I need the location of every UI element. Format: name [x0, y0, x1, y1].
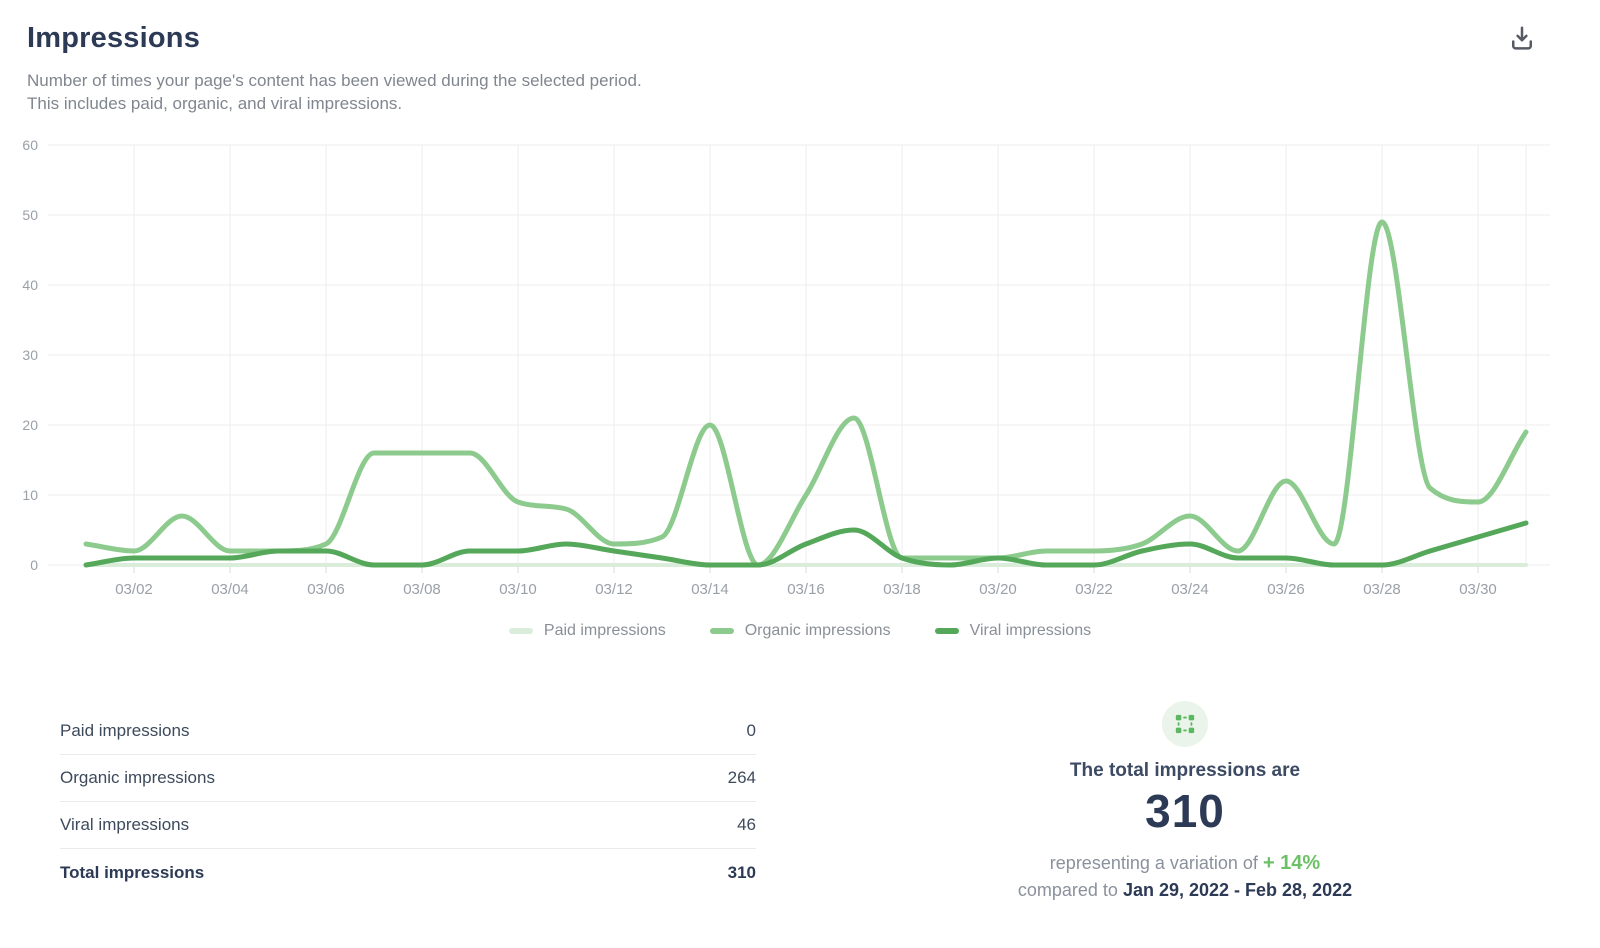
table-row-total: Total impressions 310: [60, 849, 756, 896]
legend-label: Paid impressions: [543, 622, 666, 639]
x-axis-tick-label: 03/28: [1363, 581, 1401, 598]
download-icon: [1512, 26, 1532, 50]
total-impressions-card: The total impressions are 310 representi…: [970, 701, 1400, 901]
download-button[interactable]: [1502, 20, 1542, 60]
row-label: Total impressions: [60, 862, 205, 882]
row-label: Organic impressions: [60, 768, 215, 787]
y-axis-tick-label: 30: [22, 347, 38, 363]
x-axis-tick-label: 03/10: [499, 581, 537, 598]
legend-item-organic[interactable]: Organic impressions: [709, 622, 891, 640]
x-axis-tick-label: 03/18: [883, 581, 921, 598]
variation-line: representing a variation of + 14%: [970, 852, 1400, 875]
row-value: 46: [737, 815, 756, 834]
viral-swatch-icon: [934, 628, 959, 634]
description-line-2: This includes paid, organic, and viral i…: [27, 94, 403, 113]
description-line-1: Number of times your page's content has …: [27, 71, 642, 90]
series-line-viral: [83, 520, 1529, 568]
y-axis-tick-label: 50: [22, 207, 38, 223]
legend-label: Viral impressions: [969, 622, 1092, 639]
total-value: 310: [1145, 785, 1225, 837]
total-heading: The total impressions are: [1069, 760, 1301, 781]
chart-legend: Paid impressions Organic impressions Vir…: [0, 622, 1600, 640]
page-description: Number of times your page's content has …: [27, 69, 642, 115]
compare-line: compared to Jan 29, 2022 - Feb 28, 2022: [970, 880, 1400, 901]
row-label: Paid impressions: [60, 721, 190, 740]
x-axis-tick-label: 03/16: [787, 581, 825, 598]
compare-range: Jan 29, 2022 - Feb 28, 2022: [1122, 880, 1353, 900]
table-row-paid: Paid impressions 0: [60, 708, 756, 755]
impressions-summary-table: Paid impressions 0 Organic impressions 2…: [60, 708, 756, 896]
y-axis-tick-label: 40: [22, 277, 38, 293]
table-row-organic: Organic impressions 264: [60, 755, 756, 802]
x-axis-tick-label: 03/20: [979, 581, 1017, 598]
row-value: 0: [746, 721, 756, 740]
legend-item-paid[interactable]: Paid impressions: [508, 622, 666, 640]
x-axis-tick-label: 03/14: [691, 581, 729, 598]
x-axis-tick-label: 03/30: [1459, 581, 1497, 598]
row-value: 310: [727, 862, 756, 882]
impressions-chart: 0 10 20 30 40 50 60 03/02 03/04 03/06 03/08 03/10 03…: [22, 137, 1550, 598]
x-axis-tick-label: 03/08: [403, 581, 441, 598]
variation-prefix: representing a variation of: [1049, 853, 1258, 873]
x-axis-tick-label: 03/22: [1075, 581, 1113, 598]
paid-swatch-icon: [508, 628, 533, 634]
organic-swatch-icon: [709, 628, 734, 634]
legend-label: Organic impressions: [744, 622, 891, 639]
x-axis-tick-label: 03/02: [115, 581, 153, 598]
y-axis-tick-label: 10: [22, 487, 38, 503]
variation-value: + 14%: [1262, 852, 1321, 874]
x-axis-tick-label: 03/06: [307, 581, 345, 598]
x-axis-tick-label: 03/26: [1267, 581, 1305, 598]
x-axis-tick-label: 03/04: [211, 581, 249, 598]
x-axis-tick-label: 03/24: [1171, 581, 1209, 598]
x-axis-tick-label: 03/12: [595, 581, 633, 598]
legend-item-viral[interactable]: Viral impressions: [934, 622, 1092, 640]
table-row-viral: Viral impressions 46: [60, 802, 756, 849]
row-label: Viral impressions: [60, 815, 190, 834]
selection-frame-icon: [1175, 714, 1195, 734]
compare-prefix: compared to: [1017, 880, 1118, 900]
y-axis-tick-label: 60: [22, 137, 38, 153]
y-axis-tick-label: 20: [22, 417, 38, 433]
y-axis-tick-label: 0: [30, 557, 38, 573]
page-title: Impressions: [27, 22, 201, 54]
row-value: 264: [727, 768, 756, 787]
series-line-organic: [83, 219, 1529, 568]
icon-circle: [1162, 701, 1208, 747]
